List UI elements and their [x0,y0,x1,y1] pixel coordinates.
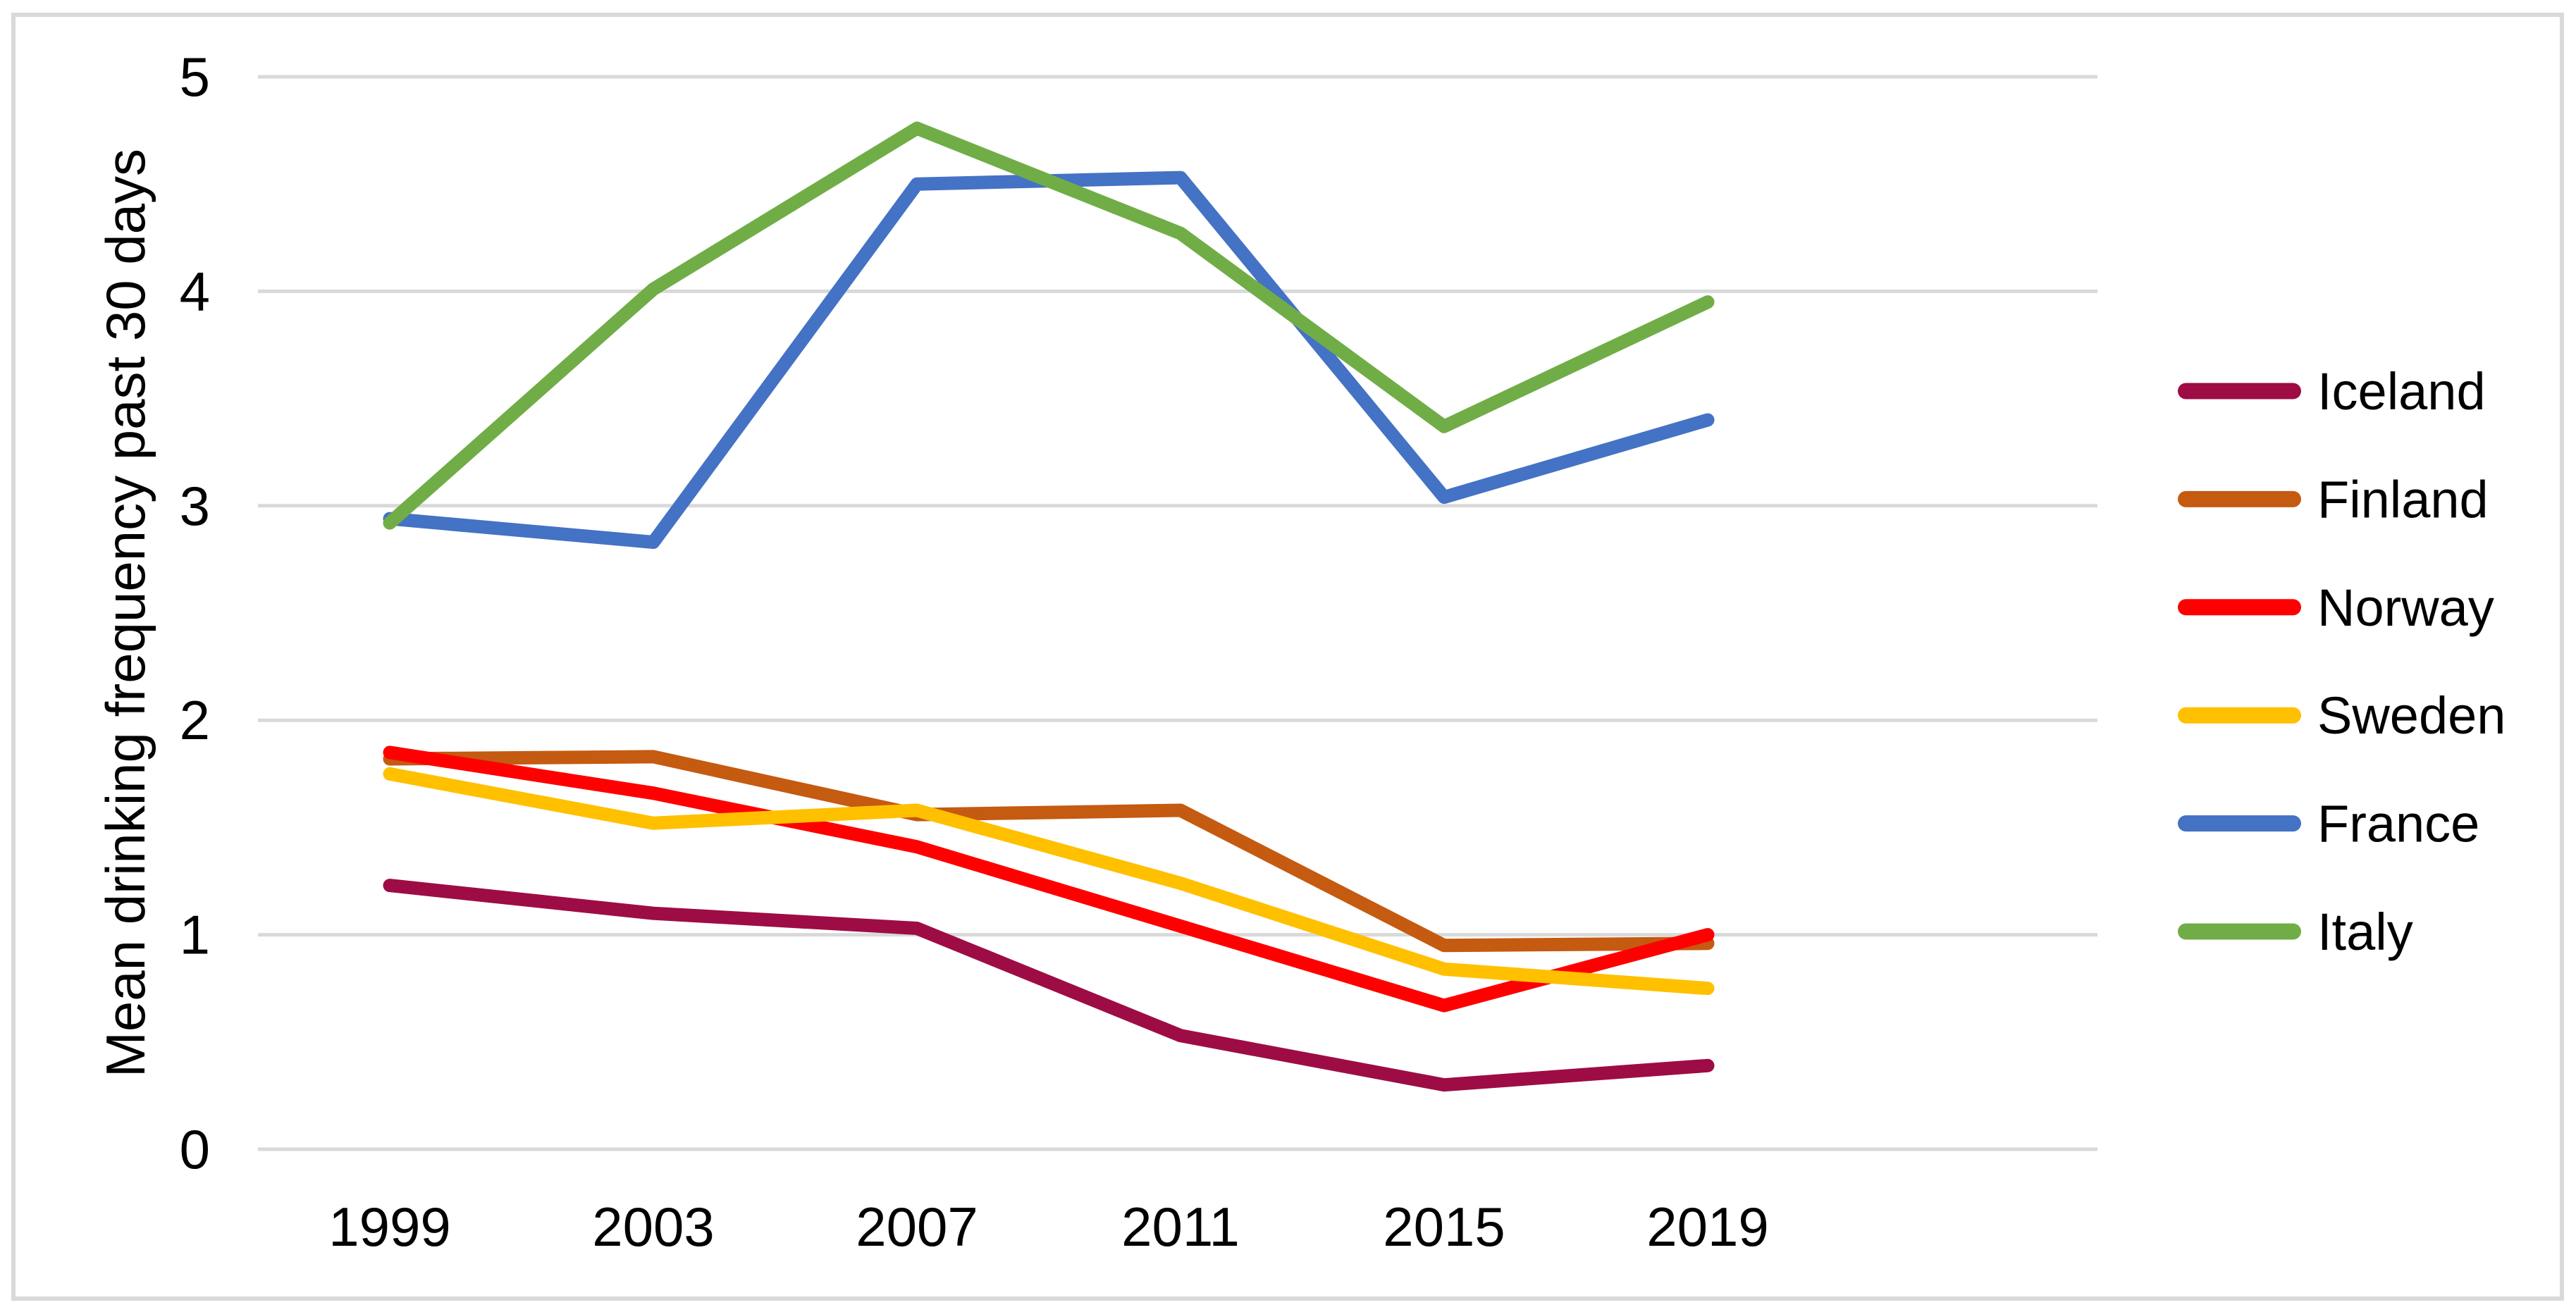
legend-label: Italy [2317,903,2413,961]
legend-item-france: France [2178,795,2479,853]
legend-swatch [2178,707,2301,724]
gridlines [258,75,2097,1151]
chart-frame-border [11,13,2564,1301]
legend-label: Sweden [2317,686,2506,745]
series-line-finland [383,750,1715,953]
legend-item-sweden: Sweden [2178,686,2506,745]
legend-label: France [2317,795,2479,853]
legend-item-norway: Norway [2178,578,2494,637]
legend-item-finland: Finland [2178,470,2489,528]
series-lines [383,121,1715,1092]
series-line-france [383,171,1715,549]
y-tick-labels: 0 1 2 3 4 5 [180,46,210,1180]
series-line-iceland [383,879,1715,1092]
y-tick-label: 2 [180,689,210,751]
y-tick-label: 1 [180,904,210,966]
x-tick-label: 2015 [1383,1196,1505,1258]
y-tick-label: 4 [180,260,210,322]
legend-swatch [2178,383,2301,400]
x-tick-label: 2019 [1646,1196,1769,1258]
legend-label: Iceland [2317,362,2486,421]
x-tick-label: 2007 [856,1196,978,1258]
x-tick-label: 2003 [592,1196,715,1258]
legend-label: Norway [2317,578,2494,637]
x-tick-label: 2011 [1121,1196,1240,1258]
y-axis-title: Mean drinking frequency past 30 days [94,149,156,1077]
x-tick-label: 1999 [328,1196,451,1258]
y-tick-label: 0 [180,1118,210,1180]
x-tick-labels: 1999 2003 2007 2011 2015 2019 [328,1196,1769,1258]
y-tick-label: 5 [180,46,210,108]
series-line-norway [383,745,1715,1013]
series-line-sweden [383,767,1715,996]
legend: Iceland Finland Norway Sweden France Italy [2178,362,2506,961]
legend-swatch [2178,923,2301,940]
series-line-italy [383,121,1715,530]
legend-item-iceland: Iceland [2178,362,2486,421]
legend-swatch [2178,599,2301,616]
legend-swatch [2178,490,2301,507]
legend-item-italy: Italy [2178,903,2413,961]
legend-label: Finland [2317,470,2489,528]
legend-swatch [2178,815,2301,832]
y-tick-label: 3 [180,475,210,537]
